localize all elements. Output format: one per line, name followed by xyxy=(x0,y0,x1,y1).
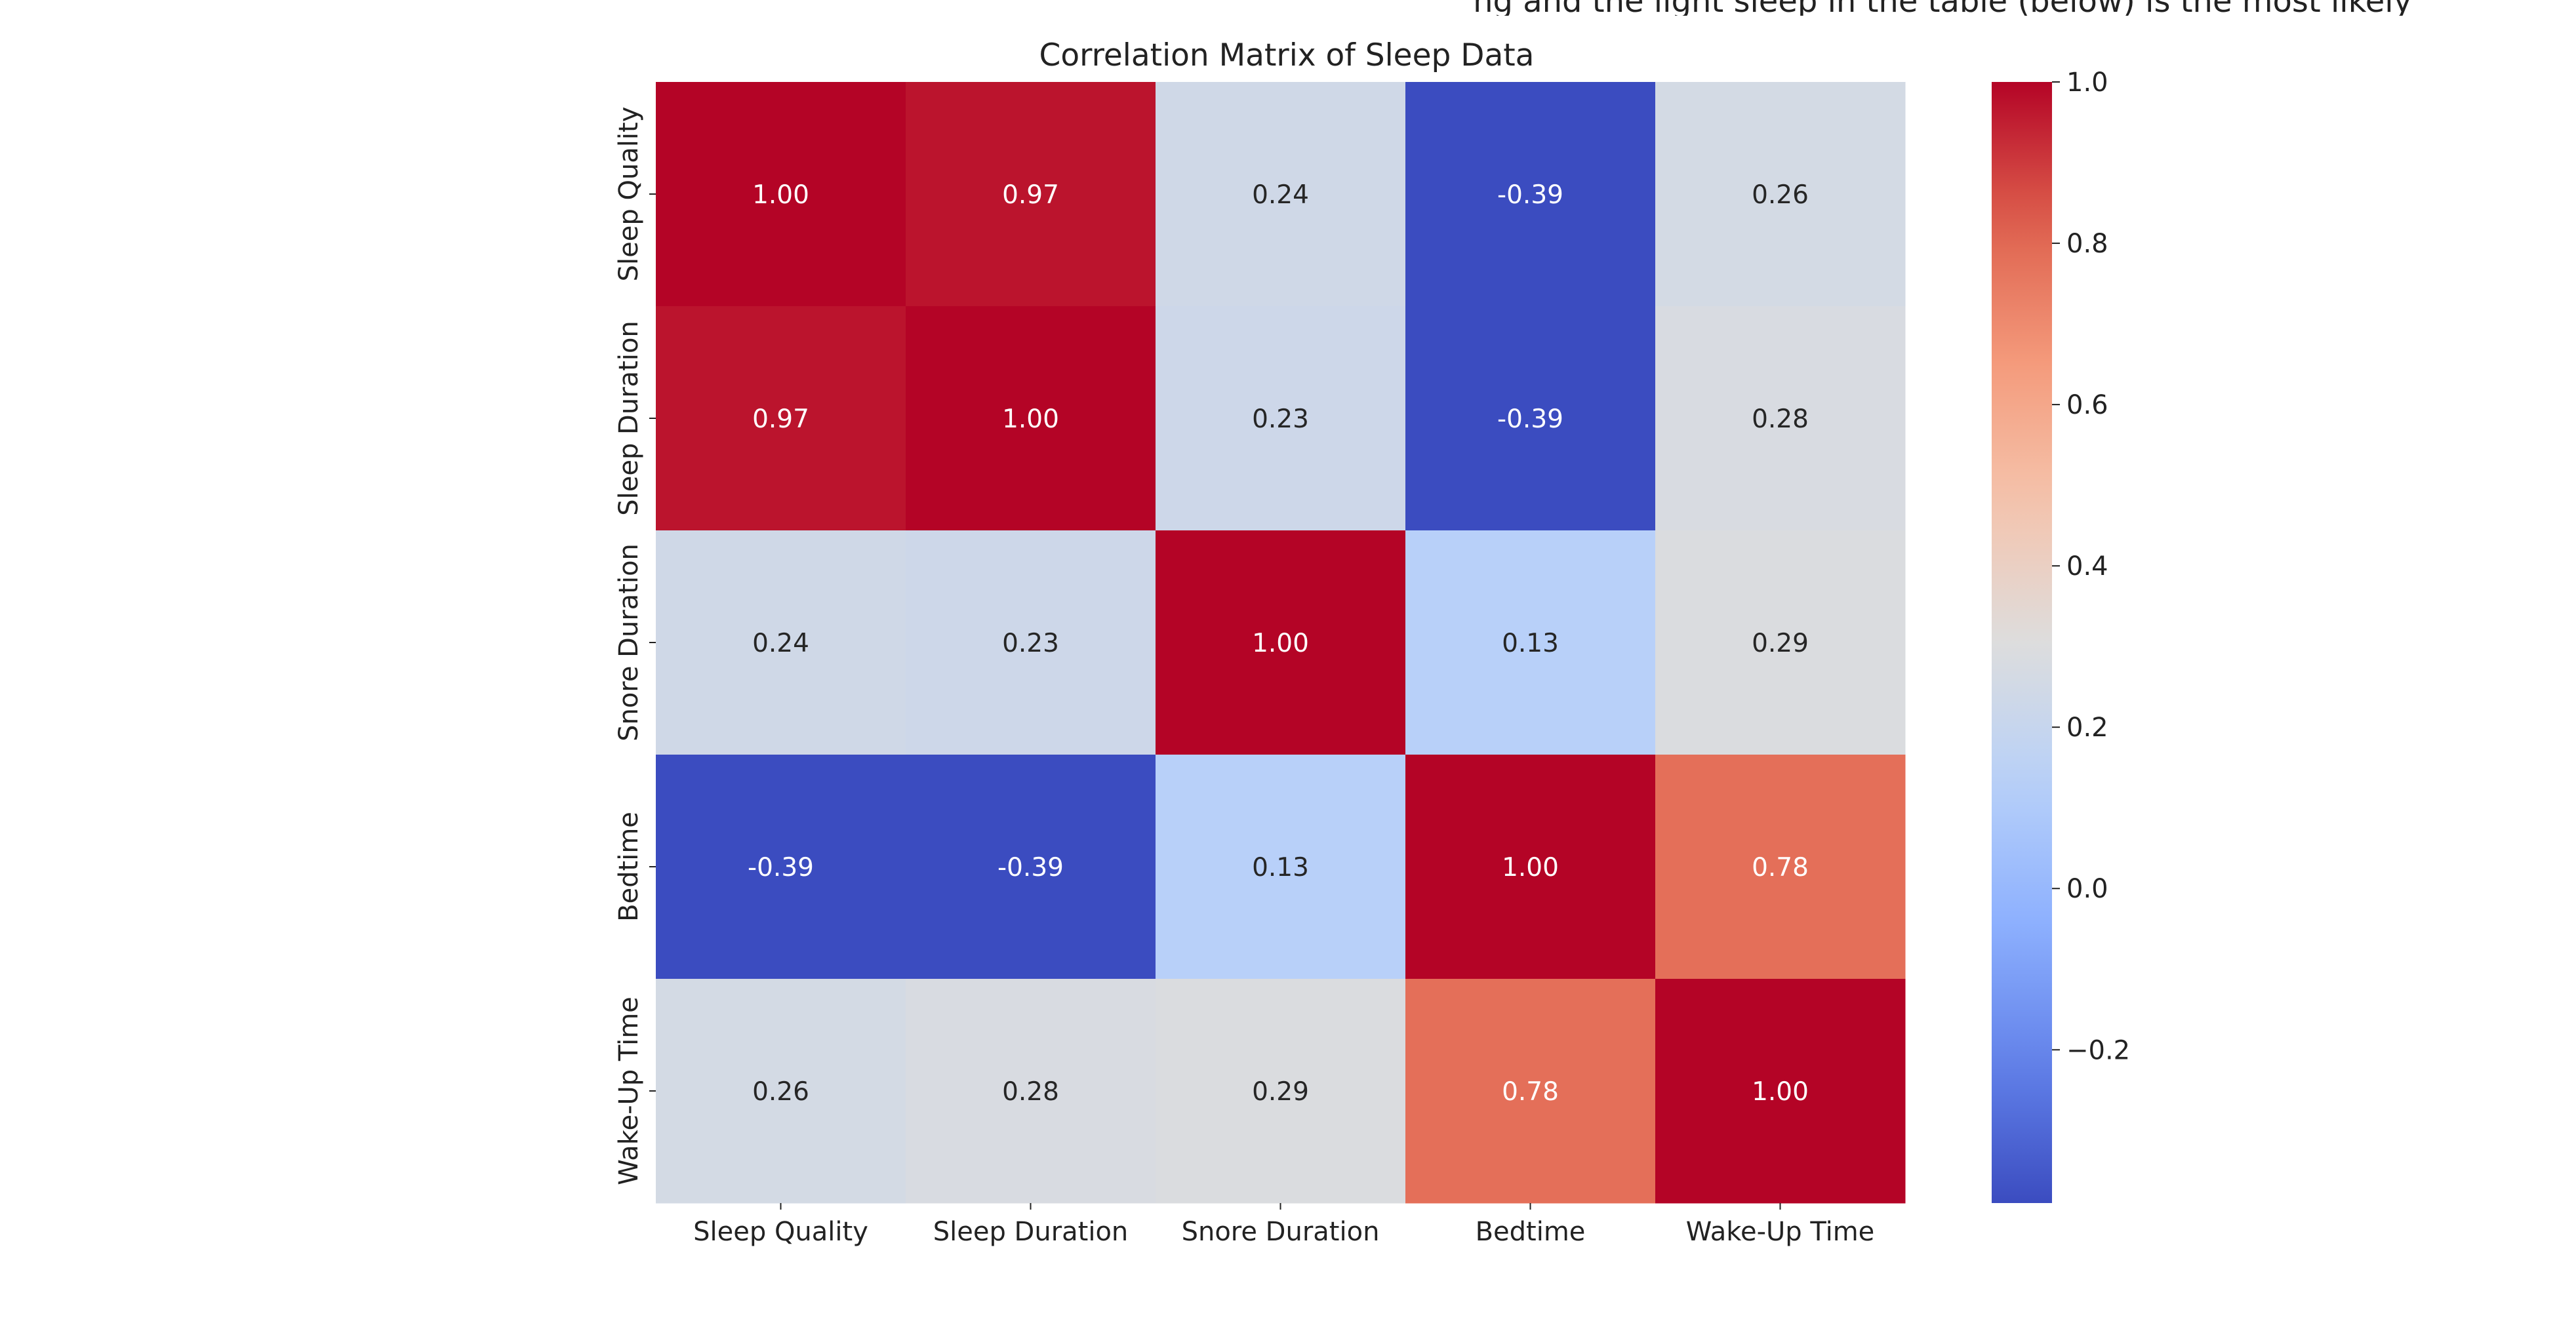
page-header-text: ng and the light sleep in the table (bel… xyxy=(1473,0,2412,16)
cell-value-label: 0.78 xyxy=(1752,853,1809,882)
y-tick-label: Wake-Up Time xyxy=(614,997,644,1185)
heatmap-cell xyxy=(656,755,906,979)
x-tick-label: Bedtime xyxy=(1476,1217,1586,1247)
cell-value-label: 0.24 xyxy=(752,629,809,658)
heatmap-cell xyxy=(1156,82,1406,307)
heatmap-cell xyxy=(1655,306,1906,531)
cell-value-label: -0.39 xyxy=(997,853,1064,882)
cell-value-label: 0.13 xyxy=(1502,629,1559,658)
heatmap-cell xyxy=(1156,530,1406,755)
cell-value-label: 1.00 xyxy=(752,180,809,210)
heatmap-cell xyxy=(1405,82,1656,307)
y-tick-label: Bedtime xyxy=(614,812,644,922)
heatmap-cell xyxy=(1156,306,1406,531)
y-tick-label: Sleep Quality xyxy=(614,107,644,282)
cell-value-label: 0.26 xyxy=(752,1077,809,1107)
heatmap-cell xyxy=(656,530,906,755)
x-tick-label: Snore Duration xyxy=(1182,1217,1380,1247)
cell-value-label: 0.23 xyxy=(1252,405,1309,434)
cell-value-label: 0.26 xyxy=(1752,180,1809,210)
heatmap-cell xyxy=(1405,979,1656,1204)
heatmap-cell xyxy=(906,755,1156,979)
x-tick-label: Sleep Quality xyxy=(693,1217,868,1247)
colorbar-tick-label: 0.0 xyxy=(2066,874,2108,904)
cell-value-label: 0.28 xyxy=(1752,405,1809,434)
colorbar-tick-label: −0.2 xyxy=(2066,1035,2130,1065)
heatmap-cell xyxy=(656,82,906,307)
cell-value-label: 0.97 xyxy=(752,405,809,434)
cell-value-label: 0.24 xyxy=(1252,180,1309,210)
colorbar-tick-label: 0.4 xyxy=(2066,551,2108,582)
heatmap-cell xyxy=(906,979,1156,1204)
heatmap-cell xyxy=(906,82,1156,307)
colorbar-gradient xyxy=(1992,82,2052,1203)
x-tick-label: Wake-Up Time xyxy=(1686,1217,1875,1247)
heatmap-cell xyxy=(1655,82,1906,307)
cell-value-label: -0.39 xyxy=(1497,405,1563,434)
heatmap-cell xyxy=(906,530,1156,755)
cell-value-label: 1.00 xyxy=(1252,629,1309,658)
heatmap-cell xyxy=(1405,306,1656,531)
cell-value-label: 0.13 xyxy=(1252,853,1309,882)
y-tick-label: Snore Duration xyxy=(614,544,644,742)
colorbar: 1.0 0.8 0.6 0.4 0.2 0.0 −0.2 xyxy=(1992,68,2130,1203)
heatmap-cell xyxy=(1655,979,1906,1204)
heatmap-cell xyxy=(656,306,906,531)
cell-value-label: 0.28 xyxy=(1002,1077,1059,1107)
x-tick-label: Sleep Duration xyxy=(933,1217,1129,1247)
y-tick-label: Sleep Duration xyxy=(614,321,644,516)
heatmap-cell xyxy=(1655,755,1906,979)
cell-annotations: 1.00 0.97 0.24 -0.39 0.26 0.97 1.00 0.23 -0.39 0.… xyxy=(748,180,1809,1107)
x-axis: Sleep Quality Sleep Duration Snore Duratio… xyxy=(693,1203,1874,1247)
cell-value-label: 0.97 xyxy=(1002,180,1059,210)
cell-value-label: 1.00 xyxy=(1502,853,1559,882)
colorbar-tick-label: 0.6 xyxy=(2066,390,2108,420)
heatmap-cell xyxy=(1405,530,1656,755)
heatmap-cell xyxy=(1156,979,1406,1204)
cell-value-label: 1.00 xyxy=(1752,1077,1809,1107)
heatmap-cell xyxy=(906,306,1156,531)
colorbar-tick-label: 0.8 xyxy=(2066,229,2108,259)
cell-value-label: 0.29 xyxy=(1252,1077,1309,1107)
colorbar-tick-label: 0.2 xyxy=(2066,713,2108,743)
heatmap-cell xyxy=(1405,755,1656,979)
heatmap-cells xyxy=(656,82,1906,1204)
cell-value-label: 0.23 xyxy=(1002,629,1059,658)
heatmap-cell xyxy=(656,979,906,1204)
heatmap-cell xyxy=(1156,755,1406,979)
cell-value-label: 0.78 xyxy=(1502,1077,1559,1107)
y-axis: Sleep Quality Sleep Duration Snore Duratio… xyxy=(614,107,656,1185)
colorbar-tick-label: 1.0 xyxy=(2066,68,2108,98)
heatmap-cell xyxy=(1655,530,1906,755)
cell-value-label: 0.29 xyxy=(1752,629,1809,658)
cell-value-label: 1.00 xyxy=(1002,405,1059,434)
page-header-fragment: ng and the light sleep in the table (bel… xyxy=(0,0,2576,16)
cell-value-label: -0.39 xyxy=(748,853,814,882)
cell-value-label: -0.39 xyxy=(1497,180,1563,210)
chart-title: Correlation Matrix of Sleep Data xyxy=(1039,37,1535,73)
